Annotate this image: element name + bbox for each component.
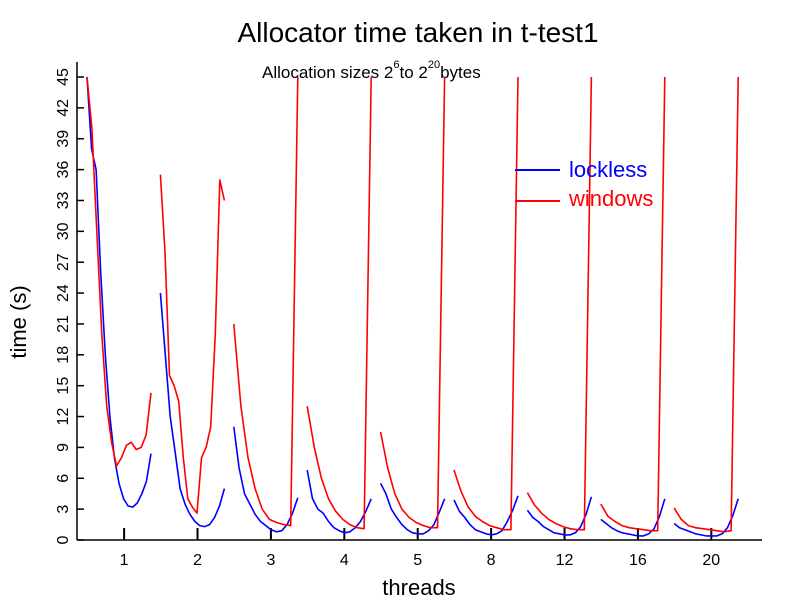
x-tick-label: 4: [340, 552, 349, 569]
y-tick-label: 36: [55, 161, 72, 179]
chart-title: Allocator time taken in t-test1: [237, 17, 598, 48]
y-tick-label: 30: [55, 222, 72, 240]
x-ticks: 1 2 3 4 5 8 12 16 20: [120, 528, 720, 569]
legend-label-lockless: lockless: [569, 157, 647, 182]
series-layer: [86, 76, 739, 537]
lockless-series-line: [526, 496, 593, 536]
subtitle-exponent-2: 20: [428, 59, 440, 71]
windows-series-line: [86, 76, 152, 467]
windows-series-line: [233, 76, 299, 527]
lockless-series-line: [453, 495, 519, 536]
chart-subtitle: Allocation sizes 26to 220bytes: [262, 59, 481, 82]
lockless-series-line: [673, 498, 739, 537]
lockless-series-line: [86, 76, 152, 508]
y-tick-label: 0: [55, 535, 72, 544]
y-axis-label: time (s): [6, 285, 31, 358]
y-tick-label: 27: [55, 253, 72, 271]
y-tick-label: 12: [55, 408, 72, 426]
y-tick-label: 33: [55, 191, 72, 209]
x-tick-label: 3: [266, 552, 275, 569]
x-tick-label: 1: [120, 552, 129, 569]
lockless-series-line: [159, 293, 226, 528]
x-tick-label: 2: [193, 552, 202, 569]
windows-series-line: [306, 76, 372, 530]
windows-series-line: [526, 76, 593, 531]
y-tick-label: 24: [55, 284, 72, 302]
windows-series-line: [673, 76, 739, 533]
legend-label-windows: windows: [568, 186, 653, 211]
subtitle-middle: to 2: [399, 63, 427, 82]
lockless-series-line: [306, 469, 372, 534]
lockless-series-line: [233, 426, 299, 533]
subtitle-exponent-1: 6: [393, 59, 399, 71]
legend: lockless windows: [515, 157, 653, 211]
lockless-series-line: [379, 483, 446, 535]
x-tick-label: 16: [629, 552, 647, 569]
y-tick-label: 21: [55, 315, 72, 333]
y-tick-label: 39: [55, 130, 72, 148]
subtitle-suffix: bytes: [440, 63, 481, 82]
y-tick-label: 45: [55, 68, 72, 86]
windows-series-line: [600, 76, 666, 532]
y-tick-label: 18: [55, 346, 72, 364]
x-axis-label: threads: [382, 575, 455, 600]
x-tick-label: 12: [556, 552, 574, 569]
x-tick-label: 20: [702, 552, 720, 569]
subtitle-prefix: Allocation sizes 2: [262, 63, 393, 82]
y-tick-label: 15: [55, 377, 72, 395]
y-tick-label: 6: [55, 474, 72, 483]
windows-series-line: [159, 174, 226, 515]
y-tick-label: 9: [55, 443, 72, 452]
windows-series-line: [379, 76, 446, 529]
y-tick-label: 42: [55, 99, 72, 117]
x-tick-label: 8: [487, 552, 496, 569]
windows-series-line: [453, 76, 519, 531]
y-tick-label: 3: [55, 505, 72, 514]
x-tick-label: 5: [413, 552, 422, 569]
lockless-series-line: [600, 498, 666, 537]
